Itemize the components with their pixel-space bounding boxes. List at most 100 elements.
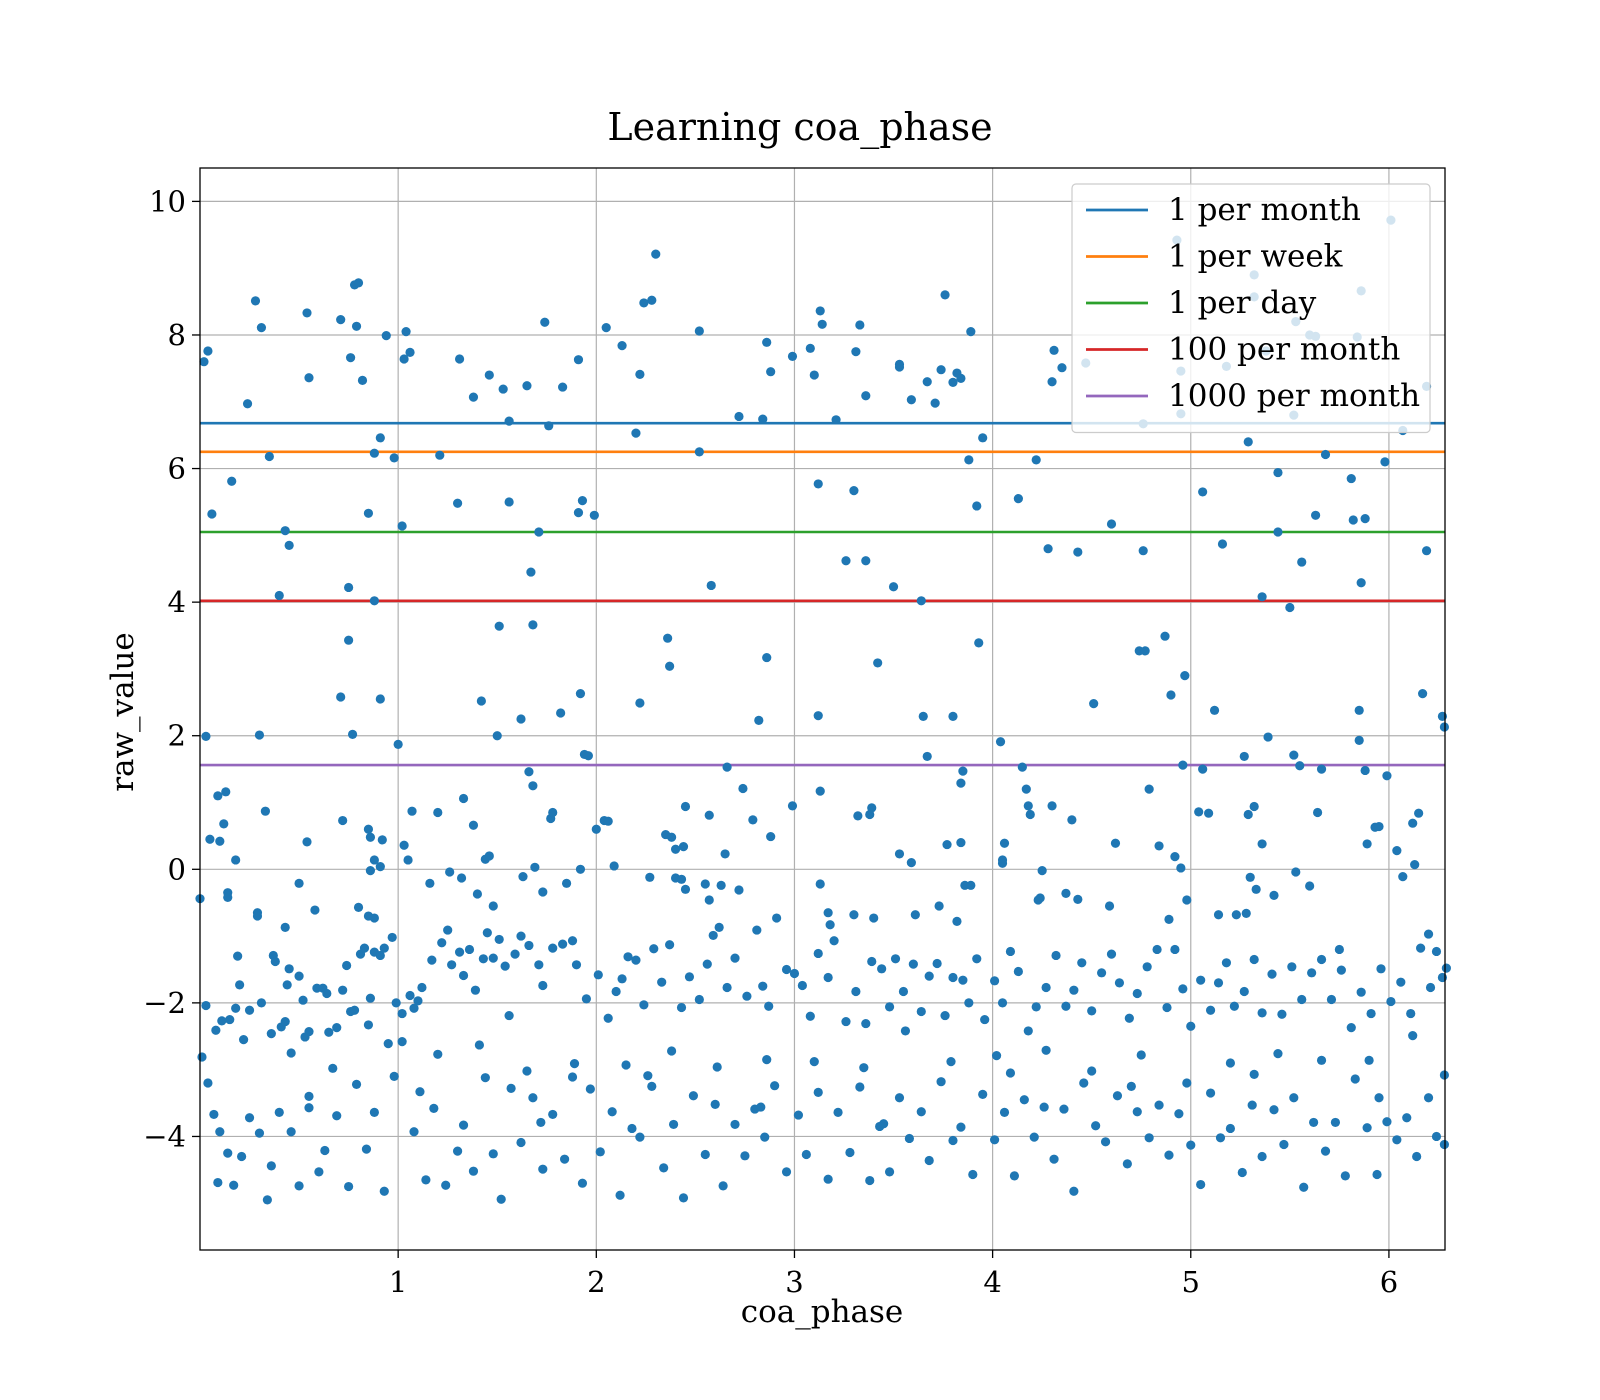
data-point bbox=[377, 835, 387, 845]
data-point bbox=[639, 1000, 649, 1010]
data-point bbox=[203, 1078, 213, 1088]
data-point bbox=[617, 974, 627, 984]
data-point bbox=[207, 509, 217, 519]
data-point bbox=[978, 1089, 988, 1099]
data-point bbox=[1013, 966, 1023, 977]
data-point bbox=[1037, 866, 1047, 876]
data-point bbox=[888, 582, 899, 592]
data-point bbox=[966, 327, 976, 337]
data-point bbox=[1067, 815, 1077, 825]
data-point bbox=[407, 806, 417, 816]
data-point bbox=[1164, 914, 1174, 924]
data-point bbox=[1087, 1006, 1097, 1016]
data-point bbox=[1025, 809, 1035, 820]
data-point bbox=[1162, 1002, 1172, 1013]
data-point bbox=[718, 1181, 728, 1191]
data-point bbox=[528, 781, 538, 791]
data-point bbox=[577, 1178, 588, 1188]
data-point bbox=[898, 986, 909, 997]
data-point bbox=[221, 787, 231, 797]
data-point bbox=[433, 807, 443, 818]
data-point bbox=[841, 1016, 851, 1027]
y-tick-label: −2 bbox=[143, 986, 186, 1020]
data-point bbox=[851, 347, 861, 357]
data-point bbox=[199, 357, 209, 367]
data-point bbox=[227, 476, 237, 486]
data-point bbox=[680, 801, 691, 812]
data-point bbox=[458, 1120, 469, 1130]
data-point bbox=[1312, 807, 1323, 818]
y-axis-label: raw_value bbox=[105, 632, 141, 792]
data-point bbox=[1326, 994, 1337, 1005]
data-point bbox=[538, 887, 548, 897]
data-point bbox=[405, 347, 415, 357]
data-point bbox=[722, 982, 732, 993]
data-point bbox=[1360, 765, 1370, 776]
y-tick-label: 2 bbox=[168, 719, 186, 753]
data-point bbox=[1402, 1113, 1412, 1123]
data-point bbox=[548, 1109, 558, 1120]
data-point bbox=[231, 855, 241, 865]
data-point bbox=[989, 1135, 1000, 1145]
data-point bbox=[342, 960, 352, 971]
data-point bbox=[437, 938, 447, 948]
data-point bbox=[369, 913, 379, 923]
data-point bbox=[223, 892, 233, 902]
data-point bbox=[349, 1005, 360, 1015]
data-point bbox=[1309, 1117, 1319, 1128]
data-point bbox=[1178, 984, 1188, 994]
legend-box bbox=[1071, 183, 1431, 434]
data-point bbox=[1374, 1093, 1384, 1103]
data-point bbox=[1362, 1123, 1372, 1133]
data-point bbox=[252, 911, 263, 921]
data-point bbox=[1104, 901, 1115, 911]
data-point bbox=[274, 590, 284, 601]
data-point bbox=[1152, 944, 1162, 955]
data-point bbox=[694, 326, 704, 336]
data-point bbox=[201, 731, 211, 741]
data-point bbox=[476, 696, 486, 706]
data-point bbox=[454, 354, 465, 364]
data-point bbox=[536, 1117, 546, 1128]
data-point bbox=[1356, 987, 1366, 997]
legend-entry-label: 1 per month bbox=[1168, 192, 1361, 228]
data-point bbox=[510, 949, 520, 959]
data-point bbox=[361, 1144, 372, 1154]
data-point bbox=[801, 1149, 811, 1160]
data-point bbox=[1073, 894, 1083, 904]
data-point bbox=[627, 1123, 637, 1134]
data-point bbox=[615, 1190, 625, 1200]
data-point bbox=[488, 901, 498, 911]
data-point bbox=[1186, 1140, 1196, 1150]
data-point bbox=[375, 433, 385, 443]
data-point bbox=[1182, 1078, 1192, 1088]
data-point bbox=[1360, 514, 1370, 524]
data-point bbox=[1079, 1078, 1089, 1088]
data-point bbox=[813, 711, 823, 721]
data-point bbox=[1356, 578, 1366, 588]
data-point bbox=[968, 1169, 978, 1180]
data-point bbox=[310, 905, 320, 915]
data-point bbox=[516, 714, 526, 724]
data-point bbox=[1144, 1133, 1154, 1143]
data-point bbox=[974, 638, 984, 648]
data-point bbox=[1316, 954, 1327, 965]
data-point bbox=[544, 421, 554, 431]
data-point bbox=[649, 944, 659, 954]
data-point bbox=[752, 925, 762, 935]
data-point bbox=[702, 959, 712, 969]
data-point bbox=[1106, 519, 1117, 529]
data-point bbox=[722, 762, 732, 772]
data-point bbox=[320, 1145, 330, 1156]
data-point bbox=[338, 985, 348, 995]
data-point bbox=[720, 849, 730, 859]
data-point bbox=[1051, 950, 1061, 961]
data-point bbox=[665, 661, 675, 671]
data-point bbox=[956, 837, 966, 848]
data-point bbox=[873, 658, 883, 668]
data-point bbox=[910, 910, 920, 920]
data-point bbox=[781, 964, 792, 975]
data-point bbox=[344, 1181, 354, 1192]
data-point bbox=[700, 1149, 710, 1160]
